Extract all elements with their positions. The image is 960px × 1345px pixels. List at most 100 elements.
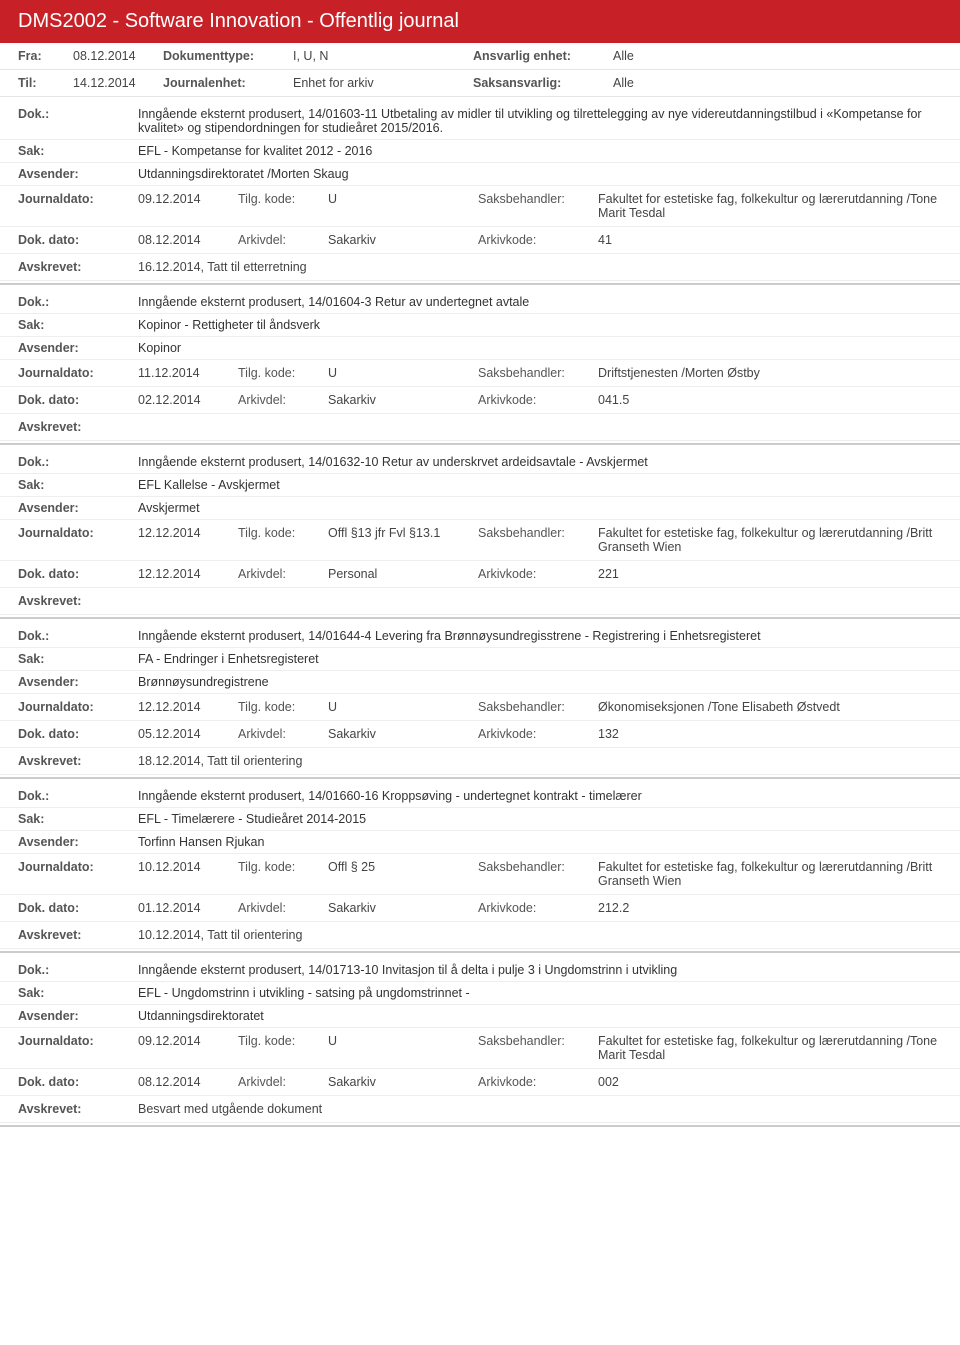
avsender-value: Avskjermet <box>138 501 942 515</box>
sak-label: Sak: <box>18 812 138 826</box>
avskrevet-label: Avskrevet: <box>18 754 138 768</box>
dokdato-label: Dok. dato: <box>18 1075 138 1089</box>
sak-value: Kopinor - Rettigheter til åndsverk <box>138 318 942 332</box>
dok-value: Inngående eksternt produsert, 14/01603-1… <box>138 107 942 135</box>
avskrevet-label: Avskrevet: <box>18 1102 138 1116</box>
journal-entry: Dok.:Inngående eksternt produsert, 14/01… <box>0 779 960 953</box>
saksbehandler-value: Fakultet for estetiske fag, folkekultur … <box>598 1034 942 1062</box>
avsender-value: Brønnøysundregistrene <box>138 675 942 689</box>
arkivkode-value: 041.5 <box>598 393 942 407</box>
journaldato-label: Journaldato: <box>18 700 138 714</box>
to-label: Til: <box>18 76 73 90</box>
journaldato-value: 09.12.2014 <box>138 1034 238 1048</box>
saksbehandler-label: Saksbehandler: <box>478 1034 598 1048</box>
avskrevet-label: Avskrevet: <box>18 260 138 274</box>
arkivdel-label: Arkivdel: <box>238 1075 328 1089</box>
avskrevet-label: Avskrevet: <box>18 420 138 434</box>
dokdato-label: Dok. dato: <box>18 901 138 915</box>
arkivkode-label: Arkivkode: <box>478 727 598 741</box>
sak-value: EFL Kallelse - Avskjermet <box>138 478 942 492</box>
dokdato-label: Dok. dato: <box>18 727 138 741</box>
dok-label: Dok.: <box>18 963 138 977</box>
dok-label: Dok.: <box>18 295 138 309</box>
dok-value: Inngående eksternt produsert, 14/01604-3… <box>138 295 942 309</box>
journaldato-value: 12.12.2014 <box>138 526 238 540</box>
dok-label: Dok.: <box>18 455 138 469</box>
dokdato-value: 12.12.2014 <box>138 567 238 581</box>
arkivdel-value: Sakarkiv <box>328 393 478 407</box>
respunit-label: Ansvarlig enhet: <box>473 49 613 63</box>
sak-label: Sak: <box>18 318 138 332</box>
journal-entry: Dok.:Inngående eksternt produsert, 14/01… <box>0 285 960 445</box>
avsender-label: Avsender: <box>18 501 138 515</box>
saksbehandler-label: Saksbehandler: <box>478 526 598 540</box>
avskrevet-value: 18.12.2014, Tatt til orientering <box>138 754 942 768</box>
sak-value: EFL - Ungdomstrinn i utvikling - satsing… <box>138 986 942 1000</box>
arkivkode-value: 212.2 <box>598 901 942 915</box>
saksbehandler-value: Driftstjenesten /Morten Østby <box>598 366 942 380</box>
title-text: DMS2002 - Software Innovation - Offentli… <box>18 10 459 32</box>
caseresp-value: Alle <box>613 76 634 90</box>
arkivkode-label: Arkivkode: <box>478 393 598 407</box>
avskrevet-value: Besvart med utgående dokument <box>138 1102 942 1116</box>
tilgkode-value: U <box>328 1034 478 1048</box>
avskrevet-label: Avskrevet: <box>18 594 138 608</box>
from-label: Fra: <box>18 49 73 63</box>
saksbehandler-value: Fakultet for estetiske fag, folkekultur … <box>598 526 942 554</box>
avsender-label: Avsender: <box>18 341 138 355</box>
arkivkode-value: 002 <box>598 1075 942 1089</box>
dokdato-value: 01.12.2014 <box>138 901 238 915</box>
journalunit-value: Enhet for arkiv <box>293 76 473 90</box>
dokdato-value: 02.12.2014 <box>138 393 238 407</box>
dokdato-value: 08.12.2014 <box>138 233 238 247</box>
avskrevet-value: 16.12.2014, Tatt til etterretning <box>138 260 942 274</box>
avsender-value: Kopinor <box>138 341 942 355</box>
tilgkode-label: Tilg. kode: <box>238 192 328 206</box>
arkivkode-label: Arkivkode: <box>478 567 598 581</box>
tilgkode-value: U <box>328 700 478 714</box>
journaldato-label: Journaldato: <box>18 192 138 206</box>
avsender-value: Utdanningsdirektoratet /Morten Skaug <box>138 167 942 181</box>
tilgkode-label: Tilg. kode: <box>238 860 328 874</box>
meta-row-from: Fra: 08.12.2014 Dokumenttype: I, U, N An… <box>0 43 960 70</box>
tilgkode-label: Tilg. kode: <box>238 526 328 540</box>
avsender-value: Utdanningsdirektoratet <box>138 1009 942 1023</box>
arkivdel-value: Personal <box>328 567 478 581</box>
tilgkode-value: U <box>328 192 478 206</box>
saksbehandler-label: Saksbehandler: <box>478 860 598 874</box>
dokdato-label: Dok. dato: <box>18 393 138 407</box>
journalunit-label: Journalenhet: <box>163 76 293 90</box>
saksbehandler-value: Fakultet for estetiske fag, folkekultur … <box>598 192 942 220</box>
arkivkode-label: Arkivkode: <box>478 233 598 247</box>
saksbehandler-label: Saksbehandler: <box>478 700 598 714</box>
avsender-label: Avsender: <box>18 835 138 849</box>
arkivkode-value: 41 <box>598 233 942 247</box>
tilgkode-label: Tilg. kode: <box>238 1034 328 1048</box>
tilgkode-value: U <box>328 366 478 380</box>
avsender-label: Avsender: <box>18 167 138 181</box>
arkivdel-value: Sakarkiv <box>328 901 478 915</box>
arkivdel-label: Arkivdel: <box>238 567 328 581</box>
dokdato-value: 08.12.2014 <box>138 1075 238 1089</box>
respunit-value: Alle <box>613 49 634 63</box>
arkivdel-value: Sakarkiv <box>328 1075 478 1089</box>
arkivdel-label: Arkivdel: <box>238 901 328 915</box>
journal-entry: Dok.:Inngående eksternt produsert, 14/01… <box>0 953 960 1127</box>
arkivkode-label: Arkivkode: <box>478 901 598 915</box>
dokdato-label: Dok. dato: <box>18 233 138 247</box>
caseresp-label: Saksansvarlig: <box>473 76 613 90</box>
avskrevet-value: 10.12.2014, Tatt til orientering <box>138 928 942 942</box>
sak-label: Sak: <box>18 144 138 158</box>
saksbehandler-label: Saksbehandler: <box>478 192 598 206</box>
arkivdel-value: Sakarkiv <box>328 727 478 741</box>
doctype-label: Dokumenttype: <box>163 49 293 63</box>
tilgkode-value: Offl §13 jfr Fvl §13.1 <box>328 526 478 540</box>
sak-value: EFL - Timelærere - Studieåret 2014-2015 <box>138 812 942 826</box>
arkivkode-value: 221 <box>598 567 942 581</box>
dok-label: Dok.: <box>18 107 138 121</box>
to-value: 14.12.2014 <box>73 76 163 90</box>
sak-value: FA - Endringer i Enhetsregisteret <box>138 652 942 666</box>
journaldato-value: 11.12.2014 <box>138 366 238 380</box>
saksbehandler-value: Økonomiseksjonen /Tone Elisabeth Østvedt <box>598 700 942 714</box>
dok-label: Dok.: <box>18 629 138 643</box>
